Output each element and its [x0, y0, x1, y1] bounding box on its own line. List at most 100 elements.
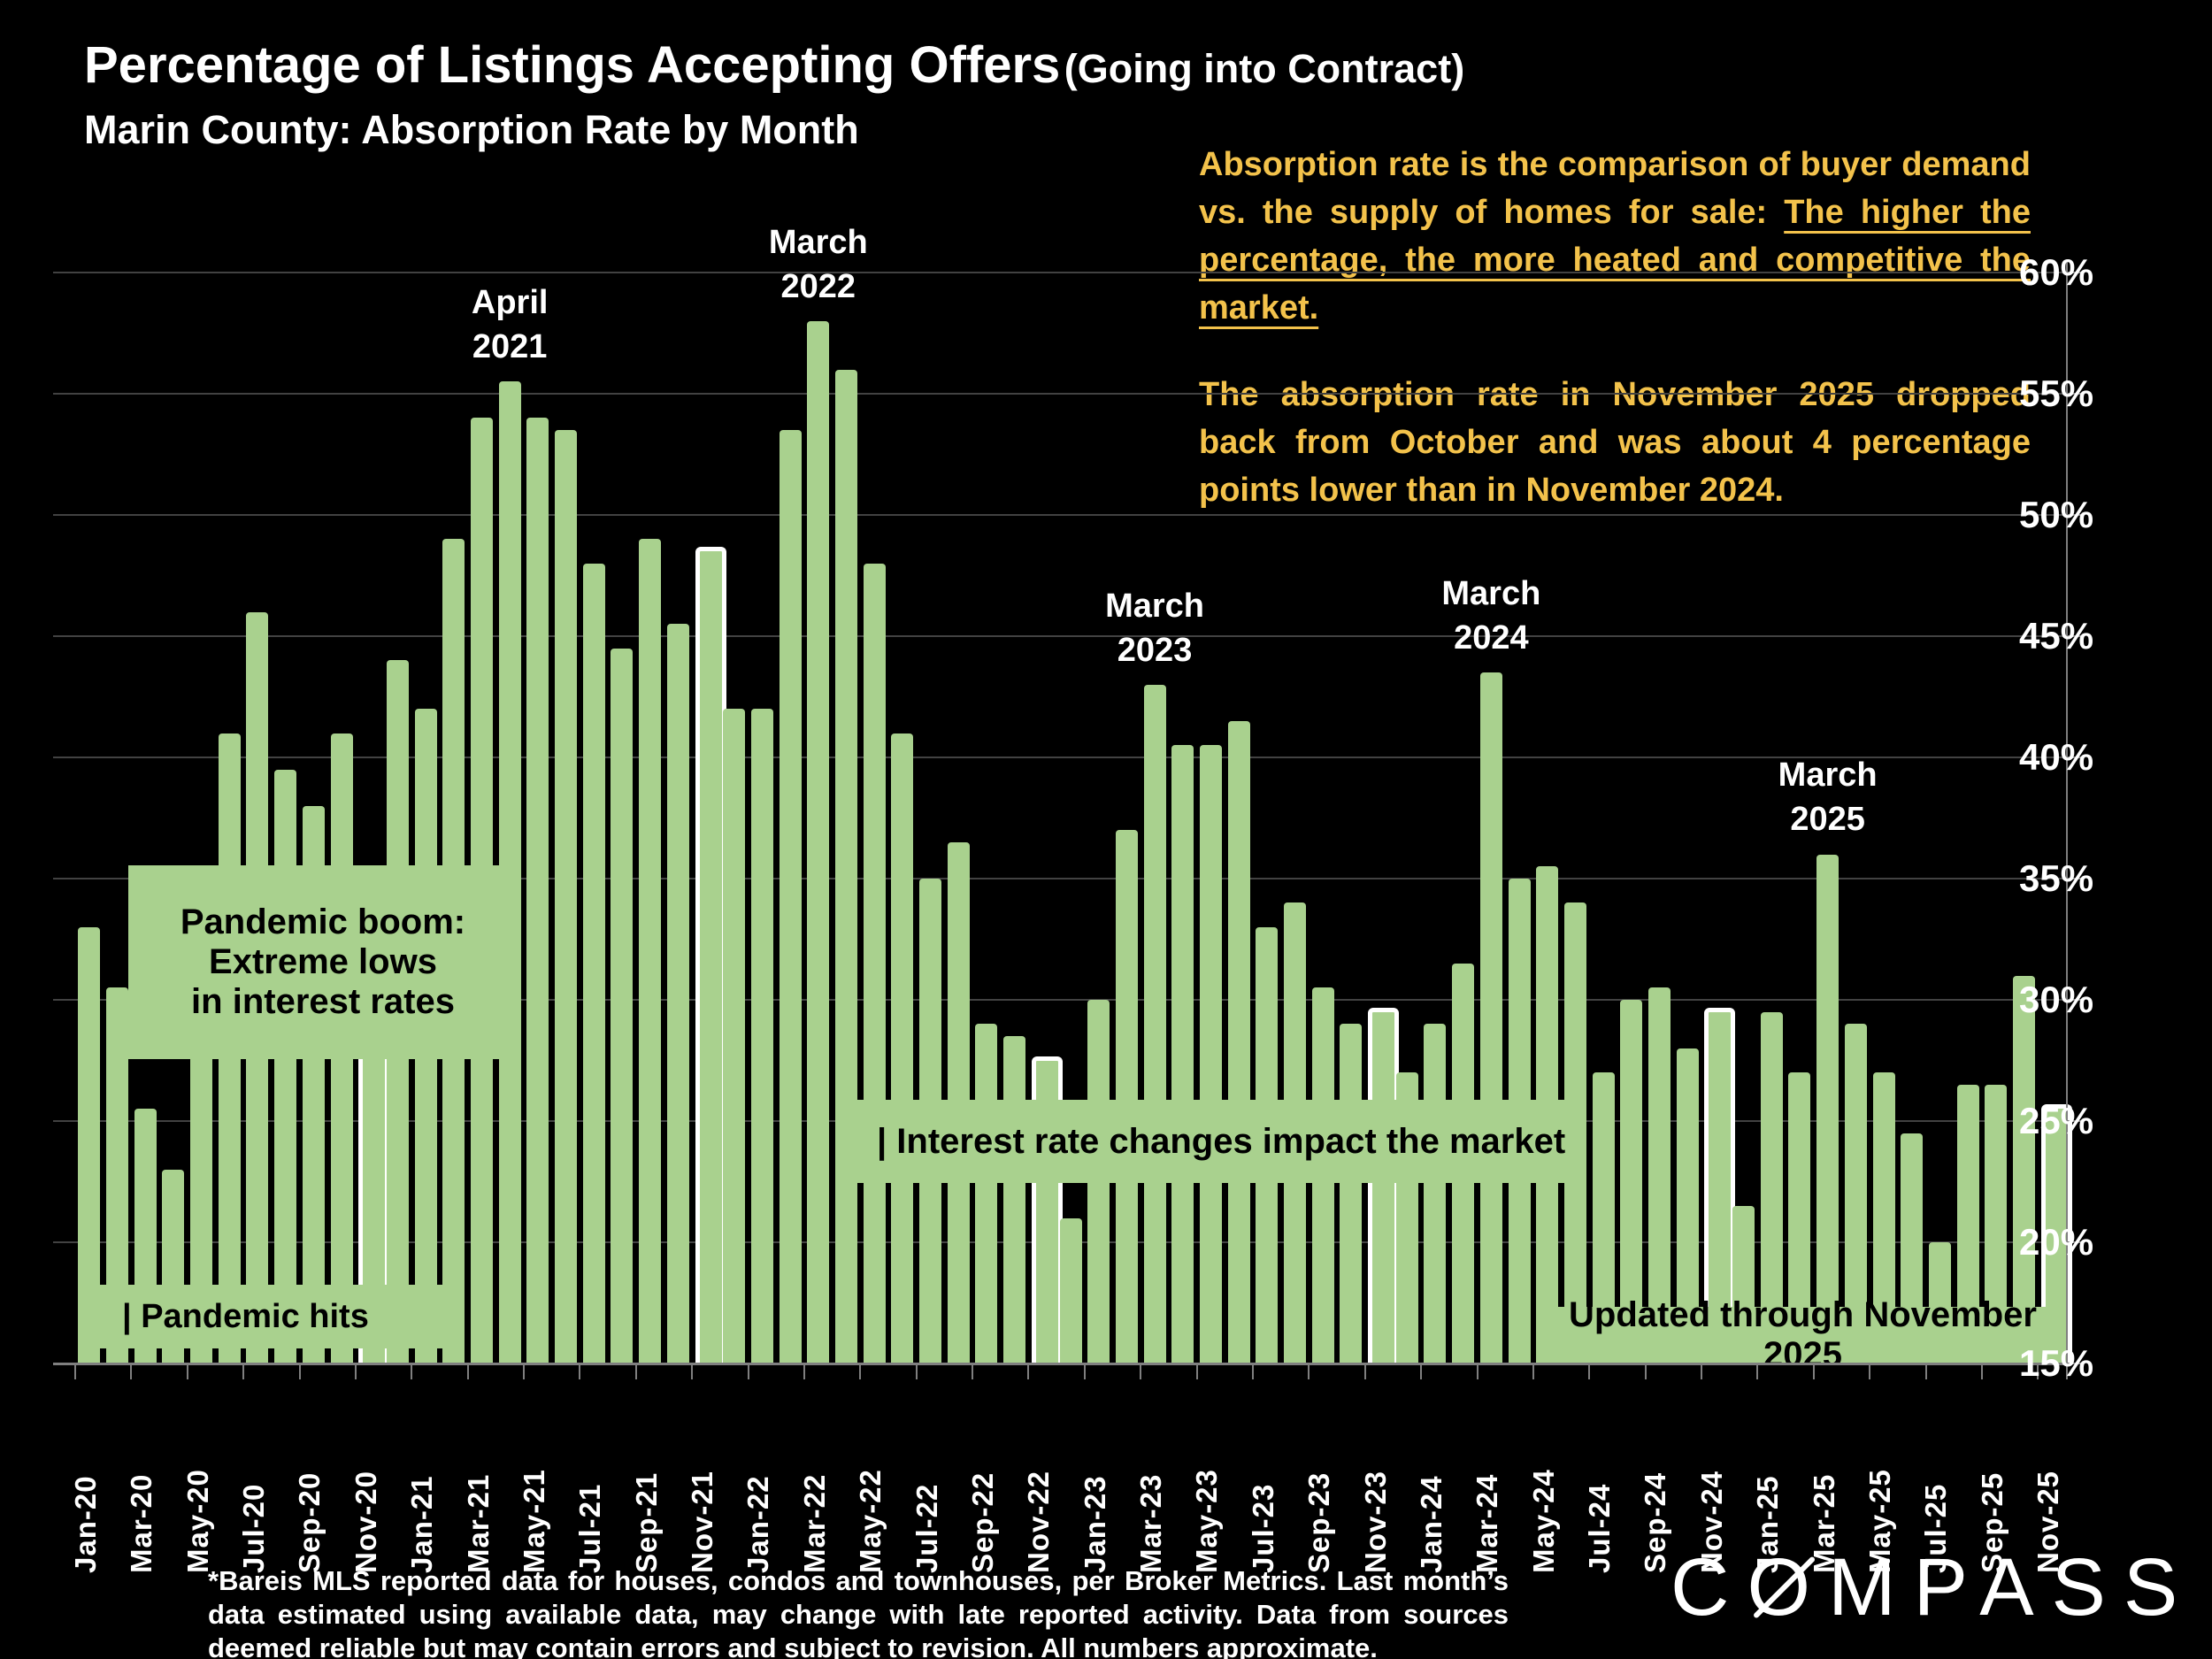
x-tick-label-Nov-21: Nov-21 [686, 1470, 719, 1573]
x-tick-10 [634, 1365, 637, 1379]
annotation-Mar-23: March 2023 [1105, 587, 1205, 669]
x-tick-35 [2037, 1365, 2039, 1379]
x-tick-label-May-21: May-21 [517, 1469, 550, 1573]
x-tick-18 [1083, 1365, 1086, 1379]
bar-Dec-22 [1059, 1217, 1082, 1363]
x-tick-label-Jan-20: Jan-20 [68, 1475, 102, 1573]
x-tick-label-May-22: May-22 [854, 1469, 887, 1573]
bar-Oct-21 [666, 624, 689, 1363]
bar-Jul-21 [582, 563, 605, 1363]
bar-Mar-25 [1816, 854, 1839, 1363]
bar-Oct-23 [1340, 1024, 1363, 1363]
y-tick-label-50: 50% [2019, 494, 2094, 535]
x-tick-6 [411, 1365, 413, 1379]
annotation-Mar-22: March 2022 [768, 223, 868, 305]
gridline-45 [53, 635, 2066, 637]
x-tick-label-Jul-20: Jul-20 [236, 1483, 270, 1573]
commentary-p1-text: Absorption rate is the comparison of buy… [1199, 146, 2031, 231]
compass-logo-c: C [1671, 1542, 1747, 1632]
y-tick-50 [2068, 514, 2082, 516]
compass-logo-needle-o-icon: O [1747, 1542, 1829, 1632]
x-tick-17 [1027, 1365, 1030, 1379]
bar-Mar-22 [807, 320, 830, 1363]
bar-Jun-22 [891, 733, 914, 1363]
callout-pandemic-boom: Pandemic boom: Extreme lows in interest … [128, 865, 518, 1059]
x-tick-21 [1251, 1365, 1254, 1379]
bar-Apr-23 [1171, 745, 1194, 1363]
bar-Jun-23 [1227, 720, 1250, 1363]
y-tick-20 [2068, 1241, 2082, 1243]
x-tick-27 [1588, 1365, 1591, 1379]
y-tick-35 [2068, 878, 2082, 879]
bar-Jan-20 [78, 926, 101, 1363]
bar-Aug-24 [1620, 1000, 1643, 1363]
commentary-paragraph-2: The absorption rate in November 2025 dro… [1199, 375, 2031, 509]
x-tick-label-Jan-23: Jan-23 [1078, 1475, 1111, 1573]
annotation-Mar-25: March 2025 [1778, 757, 1878, 839]
x-tick-label-Jan-21: Jan-21 [405, 1475, 439, 1573]
bar-Dec-21 [723, 709, 746, 1363]
x-tick-label-May-24: May-24 [1526, 1469, 1560, 1573]
header: Percentage of Listings Accepting Offers … [84, 35, 1464, 153]
x-axis-line [53, 1363, 2068, 1365]
x-tick-16 [972, 1365, 974, 1379]
x-tick-13 [803, 1365, 805, 1379]
y-tick-label-15: 15% [2019, 1342, 2094, 1384]
x-tick-label-Jul-24: Jul-24 [1583, 1483, 1617, 1573]
bar-Jan-24 [1424, 1024, 1447, 1363]
bar-Mar-23 [1143, 684, 1166, 1363]
x-tick-29 [1701, 1365, 1703, 1379]
x-tick-15 [915, 1365, 918, 1379]
x-tick-label-Nov-22: Nov-22 [1022, 1470, 1056, 1573]
bar-Sep-22 [975, 1024, 998, 1363]
page-title: Percentage of Listings Accepting Offers … [84, 35, 1464, 95]
x-tick-14 [859, 1365, 862, 1379]
x-tick-5 [354, 1365, 357, 1379]
x-tick-34 [1980, 1365, 1983, 1379]
bar-Feb-23 [1115, 830, 1138, 1363]
x-tick-3 [242, 1365, 245, 1379]
y-tick-label-30: 30% [2019, 979, 2094, 1020]
gridline-40 [53, 757, 2066, 758]
x-tick-label-Mar-21: Mar-21 [461, 1473, 495, 1573]
x-tick-label-May-23: May-23 [1190, 1469, 1224, 1573]
bar-Nov-23 [1368, 1007, 1400, 1363]
title-main: Percentage of Listings Accepting Offers [84, 36, 1061, 94]
bar-May-22 [863, 563, 886, 1363]
callout-pandemic-hits: | Pandemic hits [97, 1285, 448, 1348]
callout-updated: Updated through November 2025 [1542, 1295, 2063, 1374]
y-tick-label-35: 35% [2019, 857, 2094, 899]
y-tick-label-25: 25% [2019, 1100, 2094, 1141]
y-tick-60 [2068, 272, 2082, 273]
gridline-35 [53, 878, 2066, 879]
gridline-50 [53, 514, 2066, 516]
gridline-30 [53, 999, 2066, 1001]
y-tick-55 [2068, 393, 2082, 395]
x-tick-label-Jan-24: Jan-24 [1414, 1475, 1448, 1573]
page-subtitle: Marin County: Absorption Rate by Month [84, 107, 859, 152]
x-tick-8 [523, 1365, 526, 1379]
x-tick-label-Mar-22: Mar-22 [797, 1473, 831, 1573]
x-tick-7 [466, 1365, 469, 1379]
title-paren: (Going into Contract) [1064, 46, 1465, 91]
x-tick-23 [1363, 1365, 1366, 1379]
gridline-60 [53, 272, 2066, 273]
x-tick-label-Sep-22: Sep-22 [965, 1471, 999, 1573]
x-tick-28 [1644, 1365, 1647, 1379]
x-tick-label-Mar-23: Mar-23 [1134, 1473, 1168, 1573]
x-tick-9 [579, 1365, 581, 1379]
x-tick-22 [1308, 1365, 1310, 1379]
bar-Sep-21 [639, 539, 662, 1363]
y-tick-label-45: 45% [2019, 615, 2094, 657]
x-tick-label-Jul-23: Jul-23 [1246, 1483, 1279, 1573]
gridline-55 [53, 393, 2066, 395]
x-tick-32 [1869, 1365, 1871, 1379]
y-tick-40 [2068, 757, 2082, 758]
bar-Mar-24 [1479, 672, 1502, 1363]
x-tick-label-May-20: May-20 [180, 1469, 214, 1573]
x-tick-label-Mar-24: Mar-24 [1471, 1473, 1504, 1573]
x-tick-19 [1140, 1365, 1142, 1379]
bar-Jan-22 [750, 709, 773, 1363]
x-tick-26 [1532, 1365, 1534, 1379]
x-tick-4 [298, 1365, 301, 1379]
